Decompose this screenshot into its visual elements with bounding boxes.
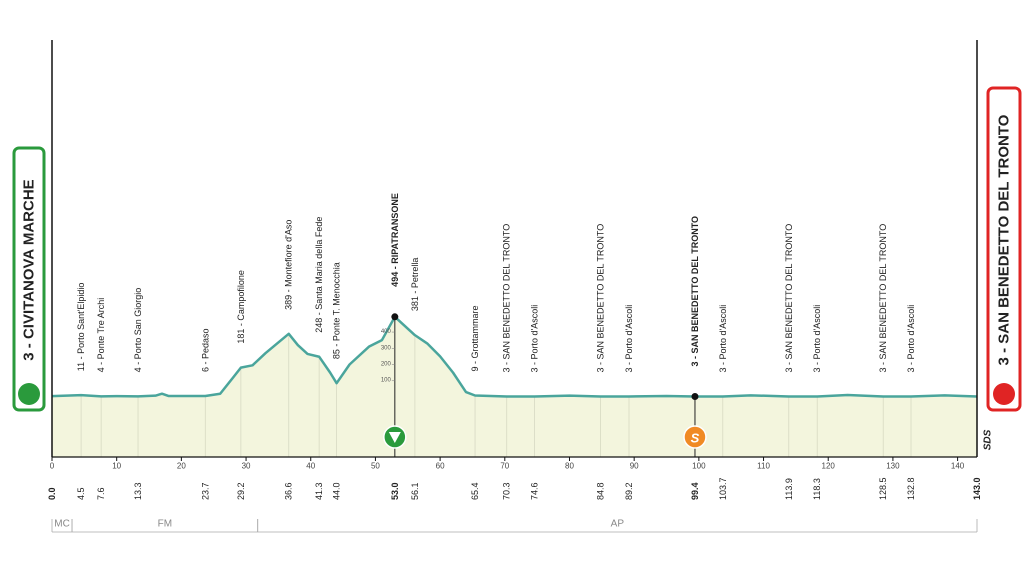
waypoint-km: 74.6: [530, 482, 540, 500]
waypoint-km: 132.8: [906, 477, 916, 500]
waypoint-label: 3 - Porto d'Ascoli: [530, 305, 540, 373]
sprint-icon-text: S: [691, 431, 700, 446]
waypoint-km: 4.5: [76, 487, 86, 500]
x-tick-label: 50: [371, 462, 380, 471]
waypoint-km: 0.0: [47, 487, 57, 500]
banners: 3 - CIVITANOVA MARCHE 3 - SAN BENEDETTO …: [12, 86, 1022, 450]
profile-fill: [52, 316, 977, 457]
finish-banner: [986, 86, 1022, 412]
x-tick-label: 70: [500, 462, 509, 471]
waypoint-label: 3 - SAN BENEDETTO DEL TRONTO: [690, 216, 700, 367]
y-tick-label: 300: [381, 345, 392, 351]
waypoint-km: 53.0: [390, 482, 400, 500]
x-tick-label: 20: [177, 462, 186, 471]
x-tick-label: 120: [822, 462, 836, 471]
x-tick-label: 30: [242, 462, 251, 471]
waypoint-label: 3 - Porto d'Ascoli: [906, 305, 916, 373]
waypoint-label: 3 - SAN BENEDETTO DEL TRONTO: [878, 224, 888, 373]
waypoint-km: 29.2: [236, 482, 246, 500]
waypoint-km: 13.3: [133, 482, 143, 500]
region-label: AP: [611, 519, 625, 530]
waypoint-label: 181 - Campofilone: [236, 270, 246, 344]
waypoint-km: 65.4: [470, 482, 480, 500]
sprint-icon: [683, 425, 707, 449]
region-label: FM: [158, 519, 172, 530]
waypoint-km: 118.3: [812, 478, 822, 500]
x-tick-label: 100: [692, 462, 706, 471]
region-label: MC: [54, 519, 70, 530]
x-tick-label: 0: [50, 462, 55, 471]
waypoint-km: 7.6: [96, 487, 106, 500]
waypoint-label: 4 - Ponte Tre Archi: [96, 298, 106, 373]
waypoint-label: 3 - Porto d'Ascoli: [718, 305, 728, 373]
waypoint-label: 3 - Porto d'Ascoli: [812, 305, 822, 373]
x-tick-label: 10: [112, 462, 121, 471]
x-tick-label: 110: [757, 462, 770, 471]
waypoint-km: 103.7: [718, 477, 728, 500]
waypoint-km: 44.0: [332, 482, 342, 500]
x-tick-label: 130: [886, 462, 900, 471]
profile-line: [51, 315, 978, 398]
waypoint-label: 11 - Porto Sant'Elpidio: [76, 283, 86, 372]
waypoint-label: 6 - Pedaso: [200, 328, 210, 372]
waypoint-km: 70.3: [502, 482, 512, 500]
waypoint-label: 9 - Grottammare: [470, 305, 480, 371]
start-icon: [18, 383, 40, 405]
waypoint-km: 89.2: [624, 482, 634, 500]
sprint-dot: [691, 392, 699, 400]
waypoint-km: 128.5: [878, 477, 888, 500]
waypoint-km: 56.1: [410, 482, 420, 500]
x-tick-label: 40: [306, 462, 315, 471]
waypoint-km: 23.7: [200, 482, 210, 500]
waypoint-km: 99.4: [690, 482, 700, 500]
start-banner: [12, 146, 46, 412]
waypoint-label: 3 - SAN BENEDETTO DEL TRONTO: [596, 224, 606, 373]
waypoint-label: 3 - Porto d'Ascoli: [624, 305, 634, 373]
waypoint-label: 3 - SAN BENEDETTO DEL TRONTO: [502, 224, 512, 373]
waypoint-km: 143.0: [972, 477, 982, 500]
start-label: 3 - CIVITANOVA MARCHE: [21, 179, 38, 360]
descent-arrow: [388, 432, 401, 443]
summit-dot: [391, 313, 399, 321]
waypoint-label: 381 - Petrella: [410, 258, 420, 312]
waypoint-label: 494 - RIPATRANSONE: [390, 193, 400, 287]
waypoint-label: 248 - Santa Maria della Fede: [314, 217, 324, 333]
waypoint-km: 41.3: [314, 482, 324, 500]
waypoint-km: 113.9: [784, 478, 794, 500]
y-tick-label: 100: [381, 378, 392, 384]
waypoint-label: 3 - SAN BENEDETTO DEL TRONTO: [784, 224, 794, 373]
logo: SDS: [983, 429, 994, 450]
y-tick-label: 200: [381, 362, 392, 368]
waypoint-km: 84.8: [596, 482, 606, 500]
waypoint-label: 4 - Porto San Giorgio: [133, 288, 143, 373]
x-tick-label: 80: [565, 462, 574, 471]
waypoint-label: 389 - Montefiore d'Aso: [284, 220, 294, 310]
y-tick-label: 400: [381, 329, 392, 335]
waypoint-km: 36.6: [284, 482, 294, 500]
finish-label: 3 - SAN BENEDETTO DEL TRONTO: [996, 114, 1013, 365]
finish-icon: [993, 383, 1015, 405]
x-tick-label: 140: [951, 462, 965, 471]
waypoint-label: 85 - Ponte T. Menocchia: [332, 262, 342, 359]
x-tick-label: 90: [630, 462, 639, 471]
x-tick-label: 60: [436, 462, 445, 471]
